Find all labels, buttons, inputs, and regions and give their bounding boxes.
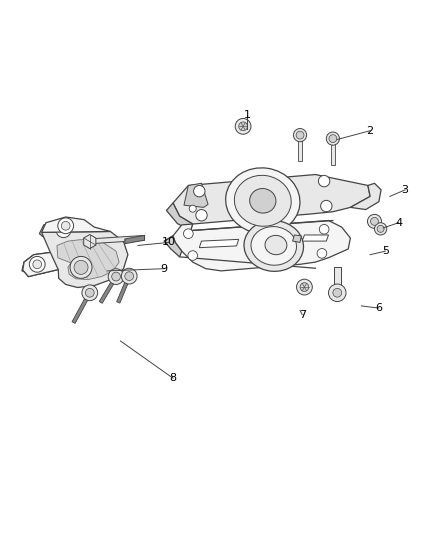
Circle shape	[367, 214, 381, 229]
Text: 7: 7	[299, 310, 306, 320]
Circle shape	[56, 223, 71, 238]
Polygon shape	[23, 231, 128, 287]
Polygon shape	[57, 239, 119, 280]
Polygon shape	[252, 235, 291, 243]
Polygon shape	[173, 221, 350, 271]
Circle shape	[328, 284, 346, 302]
Circle shape	[108, 269, 124, 285]
Ellipse shape	[226, 168, 300, 234]
Circle shape	[235, 118, 251, 134]
Text: 5: 5	[382, 246, 389, 256]
Circle shape	[333, 288, 342, 297]
Circle shape	[61, 221, 70, 230]
Circle shape	[377, 225, 384, 232]
Polygon shape	[173, 174, 370, 224]
Circle shape	[29, 256, 45, 272]
Circle shape	[296, 131, 304, 139]
Polygon shape	[164, 236, 182, 257]
Polygon shape	[302, 235, 328, 241]
Ellipse shape	[250, 189, 276, 213]
Circle shape	[121, 268, 137, 284]
Text: 9: 9	[161, 264, 168, 273]
Polygon shape	[331, 139, 335, 165]
Circle shape	[32, 257, 47, 272]
Text: 1: 1	[244, 110, 251, 120]
Ellipse shape	[265, 236, 287, 255]
Circle shape	[326, 132, 339, 145]
Circle shape	[194, 185, 205, 197]
Polygon shape	[99, 276, 117, 303]
Polygon shape	[125, 236, 145, 244]
Polygon shape	[199, 239, 239, 248]
Text: 6: 6	[375, 303, 382, 313]
Circle shape	[371, 217, 378, 225]
Circle shape	[112, 272, 120, 281]
Polygon shape	[293, 235, 301, 243]
Text: 8: 8	[170, 373, 177, 383]
Circle shape	[317, 248, 327, 258]
Polygon shape	[334, 268, 341, 293]
Ellipse shape	[251, 227, 297, 265]
Text: 4: 4	[395, 217, 402, 228]
Text: 3: 3	[402, 185, 409, 195]
Circle shape	[33, 260, 42, 269]
Circle shape	[319, 224, 329, 234]
Polygon shape	[39, 219, 88, 241]
Circle shape	[85, 288, 94, 297]
Polygon shape	[84, 235, 96, 248]
Circle shape	[189, 205, 196, 212]
Circle shape	[58, 218, 74, 233]
Circle shape	[300, 282, 309, 292]
Circle shape	[374, 223, 387, 235]
Circle shape	[329, 135, 337, 142]
Polygon shape	[350, 183, 381, 209]
Polygon shape	[23, 253, 58, 277]
Circle shape	[70, 256, 92, 278]
Circle shape	[184, 229, 193, 238]
Circle shape	[196, 209, 207, 221]
Circle shape	[74, 260, 88, 274]
Circle shape	[293, 128, 307, 142]
Polygon shape	[22, 253, 59, 274]
Polygon shape	[166, 203, 193, 231]
Polygon shape	[298, 135, 302, 161]
Circle shape	[125, 272, 134, 280]
Text: 2: 2	[367, 126, 374, 136]
Ellipse shape	[234, 175, 291, 227]
Polygon shape	[117, 276, 131, 303]
Polygon shape	[90, 236, 145, 244]
Polygon shape	[72, 292, 92, 324]
Circle shape	[297, 279, 312, 295]
Polygon shape	[184, 183, 208, 207]
Circle shape	[82, 285, 98, 301]
Ellipse shape	[244, 221, 304, 271]
Text: 10: 10	[162, 237, 176, 247]
Circle shape	[239, 122, 247, 131]
Polygon shape	[42, 217, 110, 232]
Circle shape	[318, 175, 330, 187]
Circle shape	[188, 251, 198, 260]
Circle shape	[321, 200, 332, 212]
